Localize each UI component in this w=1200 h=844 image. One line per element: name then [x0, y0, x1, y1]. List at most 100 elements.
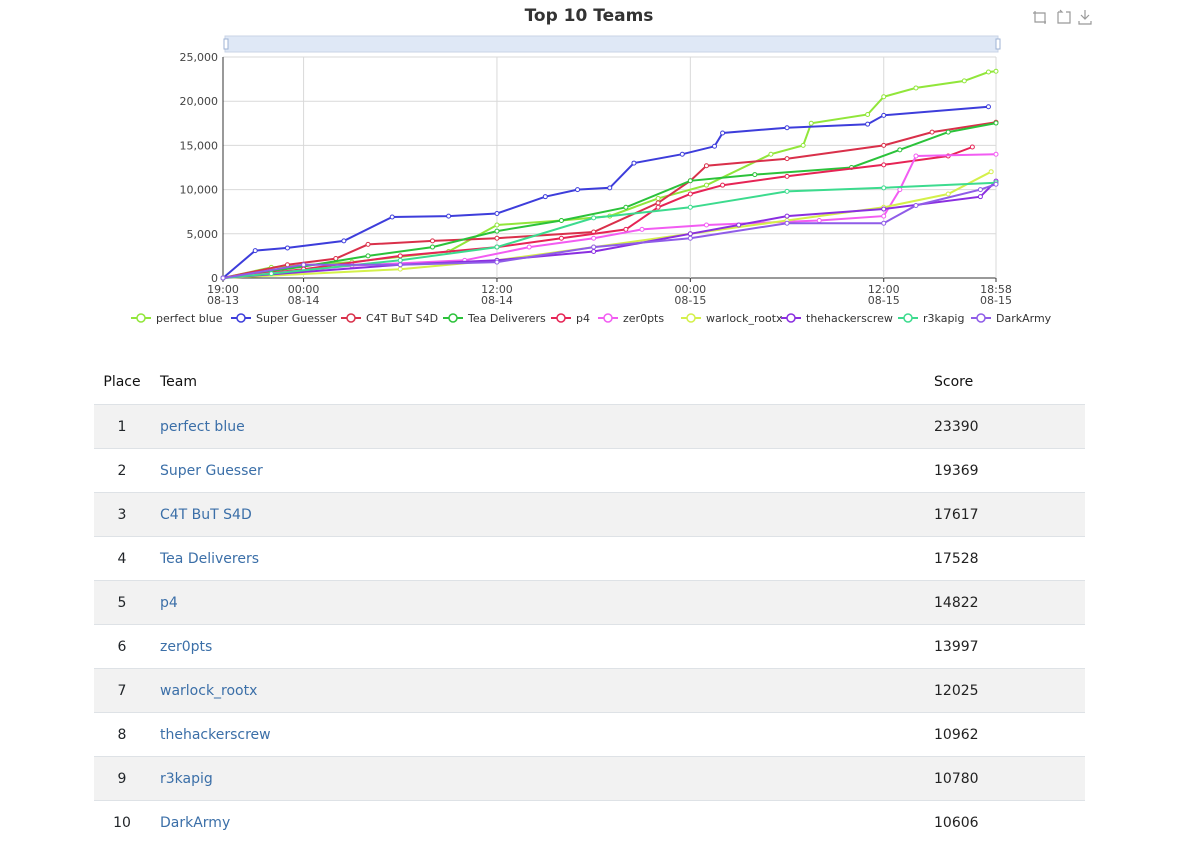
data-point: [882, 207, 886, 211]
data-point: [624, 227, 628, 231]
series-line: [223, 71, 996, 278]
data-point: [688, 179, 692, 183]
x-tick-date: 08-15: [980, 294, 1012, 307]
place-cell: 2: [94, 449, 150, 493]
legend-item[interactable]: p4: [551, 312, 590, 325]
score-cell: 10606: [934, 801, 1085, 844]
team-link[interactable]: p4: [160, 595, 178, 611]
data-point: [882, 95, 886, 99]
team-link[interactable]: zer0pts: [160, 639, 212, 655]
series-line: [223, 107, 989, 278]
data-zoom-slider[interactable]: [224, 36, 1000, 52]
data-point: [608, 186, 612, 190]
score-cell: 10962: [934, 713, 1085, 757]
zoom-reset-icon[interactable]: [1058, 10, 1070, 23]
team-link[interactable]: DarkArmy: [160, 815, 230, 831]
data-point: [898, 148, 902, 152]
scoreboard-header-row: Place Team Score: [94, 360, 1085, 405]
data-point: [801, 143, 805, 147]
data-point: [640, 227, 644, 231]
table-row: 6 zer0pts 13997: [94, 625, 1085, 669]
legend-item[interactable]: Super Guesser: [231, 312, 337, 325]
legend-item[interactable]: perfect blue: [131, 312, 223, 325]
data-point: [430, 245, 434, 249]
data-point: [447, 214, 451, 218]
team-link[interactable]: r3kapig: [160, 771, 213, 787]
legend-item[interactable]: DarkArmy: [971, 312, 1052, 325]
data-point: [866, 112, 870, 116]
legend-item[interactable]: warlock_rootx: [681, 312, 783, 325]
data-point: [882, 163, 886, 167]
data-point: [576, 188, 580, 192]
data-point: [882, 214, 886, 218]
place-cell: 8: [94, 713, 150, 757]
team-cell: p4: [150, 581, 934, 625]
data-point: [785, 174, 789, 178]
data-point: [688, 205, 692, 209]
legend: perfect blue Super Guesser C4T BuT S4D Tea …: [131, 312, 1052, 325]
download-icon[interactable]: [1079, 10, 1091, 24]
data-point: [785, 221, 789, 225]
legend-label: Super Guesser: [256, 312, 337, 325]
data-point: [592, 236, 596, 240]
score-cell: 13997: [934, 625, 1085, 669]
data-point: [994, 121, 998, 125]
table-row: 8 thehackerscrew 10962: [94, 713, 1085, 757]
legend-marker: [977, 314, 985, 322]
legend-item[interactable]: zer0pts: [598, 312, 664, 325]
series-1: [221, 105, 990, 280]
zoom-icon[interactable]: [1033, 11, 1046, 24]
legend-marker: [604, 314, 612, 322]
data-point: [398, 267, 402, 271]
legend-item[interactable]: Tea Deliverers: [443, 312, 546, 325]
data-point: [978, 188, 982, 192]
legend-marker: [904, 314, 912, 322]
data-point: [656, 196, 660, 200]
team-cell: thehackerscrew: [150, 713, 934, 757]
team-link[interactable]: thehackerscrew: [160, 727, 271, 743]
team-link[interactable]: Super Guesser: [160, 463, 263, 479]
legend-item[interactable]: thehackerscrew: [781, 312, 893, 325]
legend-item[interactable]: r3kapig: [898, 312, 964, 325]
team-link[interactable]: C4T BuT S4D: [160, 507, 252, 523]
team-link[interactable]: Tea Deliverers: [160, 551, 259, 567]
data-point: [302, 263, 306, 267]
data-point: [713, 144, 717, 148]
data-point: [970, 145, 974, 149]
legend-label: perfect blue: [156, 312, 223, 325]
legend-label: thehackerscrew: [806, 312, 893, 325]
header-team: Team: [150, 360, 934, 405]
data-point: [632, 161, 636, 165]
data-point: [390, 215, 394, 219]
data-point: [495, 223, 499, 227]
legend-label: C4T BuT S4D: [366, 312, 438, 325]
data-point: [366, 254, 370, 258]
team-cell: warlock_rootx: [150, 669, 934, 713]
place-cell: 6: [94, 625, 150, 669]
legend-marker: [687, 314, 695, 322]
data-point: [688, 192, 692, 196]
legend-marker: [557, 314, 565, 322]
legend-marker: [449, 314, 457, 322]
team-cell: r3kapig: [150, 757, 934, 801]
place-cell: 1: [94, 405, 150, 449]
data-point: [704, 164, 708, 168]
y-tick-label: 5,000: [187, 228, 219, 241]
legend-item[interactable]: C4T BuT S4D: [341, 312, 438, 325]
data-point: [559, 219, 563, 223]
data-point: [495, 260, 499, 264]
team-link[interactable]: perfect blue: [160, 419, 245, 435]
team-link[interactable]: warlock_rootx: [160, 683, 257, 699]
data-point: [559, 236, 563, 240]
legend-label: Tea Deliverers: [467, 312, 546, 325]
data-point: [680, 152, 684, 156]
data-point: [882, 186, 886, 190]
data-point: [656, 205, 660, 209]
